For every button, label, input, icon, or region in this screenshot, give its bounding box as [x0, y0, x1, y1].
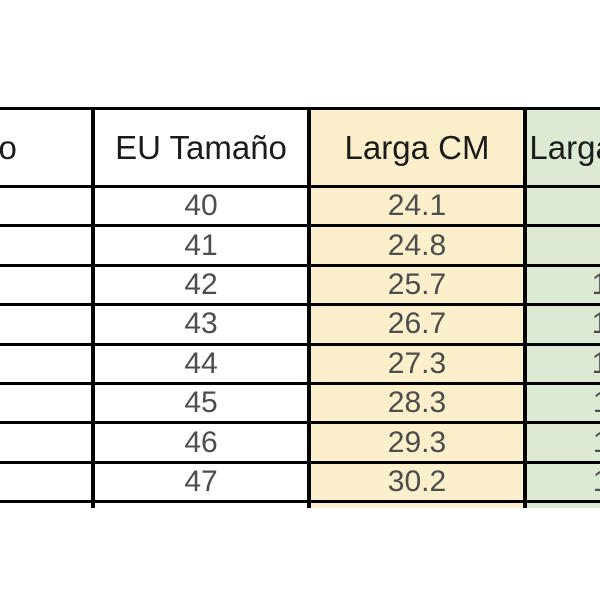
table-row-eu-42: 42 25.7 10.12 in	[0, 263, 600, 307]
cell-us	[0, 224, 95, 267]
cell-cm: 29.3	[307, 421, 527, 464]
cell-pulgadas: 10.51 in	[523, 303, 600, 346]
cell-eu: 46	[91, 421, 311, 464]
cell-eu: 45	[91, 381, 311, 425]
cell-pulgadas	[523, 500, 600, 509]
table-row-eu-45: 45 28.3 11.14 in	[0, 381, 600, 425]
cell-cm: 24.1	[307, 184, 527, 228]
cell-eu: 43	[91, 303, 311, 346]
cell-us	[0, 263, 95, 307]
column-header-larga-cm: Larga CM	[307, 107, 527, 188]
cell-us	[0, 500, 95, 509]
cell-pulgadas: 11.14 in	[523, 381, 600, 425]
table-row-partial	[0, 500, 600, 509]
cell-eu: 40	[91, 184, 311, 228]
cell-eu	[91, 500, 311, 509]
table-row-eu-44: 44 27.3 10.75 in	[0, 342, 600, 385]
cell-us	[0, 421, 95, 464]
cell-us	[0, 342, 95, 385]
column-header-larga-pulgadas: Larga Pulgadas	[523, 107, 600, 188]
cell-cm: 30.2	[307, 460, 527, 504]
cell-us	[0, 184, 95, 228]
cell-pulgadas: 10.75 in	[523, 342, 600, 385]
size-chart-table: US Tamaño EU Tamaño Larga CM Larga Pulga…	[0, 107, 600, 509]
size-chart-wrapper: US Tamaño EU Tamaño Larga CM Larga Pulga…	[0, 107, 600, 509]
header-row: US Tamaño EU Tamaño Larga CM Larga Pulga…	[0, 107, 600, 188]
cell-cm	[307, 500, 527, 509]
cell-pulgadas: 9.76 in	[523, 224, 600, 267]
column-header-eu-tamano: EU Tamaño	[91, 107, 311, 188]
cell-cm: 26.7	[307, 303, 527, 346]
table-row-eu-46: 46 29.3 11.54 in	[0, 421, 600, 464]
table-row-eu-41: 41 24.8 9.76 in	[0, 224, 600, 267]
cell-pulgadas: 10.12 in	[523, 263, 600, 307]
cell-cm: 27.3	[307, 342, 527, 385]
cell-cm: 28.3	[307, 381, 527, 425]
cell-cm: 25.7	[307, 263, 527, 307]
cell-us	[0, 303, 95, 346]
cell-pulgadas: 11.54 in	[523, 421, 600, 464]
cell-eu: 42	[91, 263, 311, 307]
cell-eu: 47	[91, 460, 311, 504]
cell-us	[0, 460, 95, 504]
table-row-eu-43: 43 26.7 10.51 in	[0, 303, 600, 346]
column-header-us-tamano: US Tamaño	[0, 107, 95, 188]
table-row-eu-40: 40 24.1 9.49 in	[0, 184, 600, 228]
table-row-eu-47: 47 30.2 11.89 in	[0, 460, 600, 504]
cell-pulgadas: 11.89 in	[523, 460, 600, 504]
cell-eu: 41	[91, 224, 311, 267]
cell-eu: 44	[91, 342, 311, 385]
cell-us	[0, 381, 95, 425]
cell-pulgadas: 9.49 in	[523, 184, 600, 228]
cell-cm: 24.8	[307, 224, 527, 267]
